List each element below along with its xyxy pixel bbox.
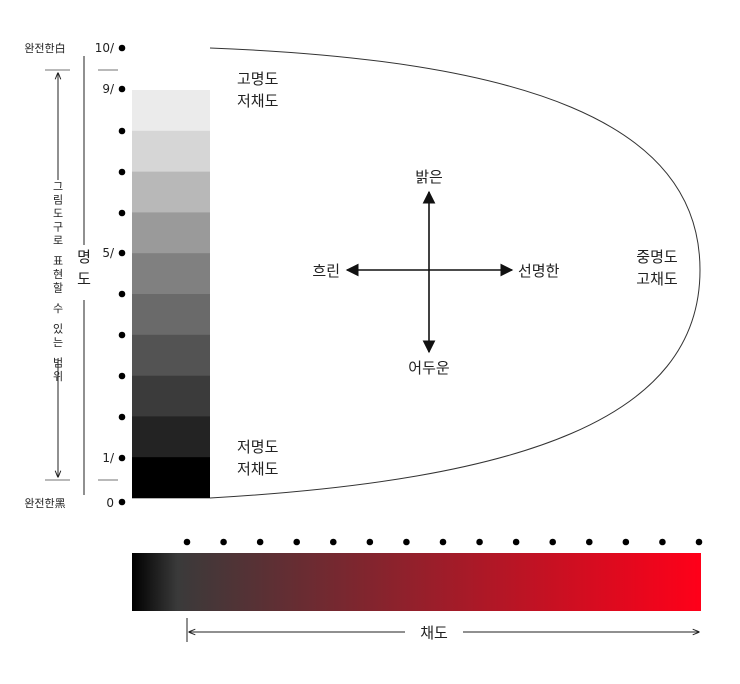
region-label-line: 저채도 bbox=[237, 460, 279, 478]
value-dot bbox=[118, 249, 126, 257]
chroma-gradient-bar bbox=[132, 553, 701, 611]
value-tick-label: 9/ bbox=[102, 82, 115, 96]
gray-step bbox=[132, 334, 210, 376]
value-tick-labels: 10/9/5/1/0 bbox=[95, 41, 115, 510]
value-dot bbox=[118, 331, 126, 339]
value-dot bbox=[118, 454, 126, 462]
gray-step bbox=[132, 253, 210, 295]
chroma-dot bbox=[512, 538, 520, 546]
value-tick-label: 0 bbox=[106, 496, 114, 510]
chroma-dot bbox=[622, 538, 630, 546]
region-label-line: 고채도 bbox=[636, 270, 678, 288]
gray-step bbox=[132, 457, 210, 499]
value-tick-label: 10/ bbox=[95, 41, 115, 55]
gray-step bbox=[132, 212, 210, 254]
compass-label-bright: 밝은 bbox=[415, 168, 443, 186]
chroma-dot bbox=[476, 538, 483, 546]
chroma-dots bbox=[183, 538, 703, 546]
value-dot bbox=[118, 127, 126, 135]
chroma-dot bbox=[183, 538, 191, 546]
value-dot bbox=[118, 372, 126, 380]
chroma-dot bbox=[549, 538, 557, 546]
region-label-line: 중명도 bbox=[636, 248, 678, 266]
gray-step bbox=[132, 416, 210, 458]
chroma-dot bbox=[329, 538, 337, 546]
value-dot bbox=[118, 413, 126, 421]
gray-scale-bar bbox=[132, 90, 210, 499]
chroma-dot bbox=[695, 538, 703, 546]
chroma-dot bbox=[220, 538, 227, 546]
value-tick-label: 1/ bbox=[102, 451, 115, 465]
value-dot bbox=[118, 209, 126, 217]
color-envelope-outline bbox=[209, 47, 701, 499]
value-dot bbox=[118, 290, 126, 298]
gray-step bbox=[132, 294, 210, 336]
region-label-line: 저채도 bbox=[237, 92, 279, 110]
chroma-dot bbox=[403, 538, 410, 546]
region-label-line: 저명도 bbox=[237, 438, 279, 456]
chroma-dot bbox=[293, 538, 301, 546]
chroma-dot bbox=[585, 538, 593, 546]
value-dot bbox=[118, 44, 126, 52]
chroma-dot bbox=[659, 538, 666, 546]
chroma-axis-label: 채도 bbox=[420, 624, 448, 642]
chroma-dot bbox=[439, 538, 447, 546]
value-dot bbox=[118, 85, 126, 93]
value-tick-label: 5/ bbox=[102, 246, 115, 260]
gray-step bbox=[132, 90, 210, 132]
value-dots bbox=[118, 44, 126, 506]
value-dot bbox=[118, 168, 126, 176]
value-dot bbox=[118, 498, 126, 506]
chroma-dot bbox=[256, 538, 264, 546]
compass-label-dark: 어두운 bbox=[408, 359, 450, 377]
compass-label-dull: 흐린 bbox=[312, 262, 340, 280]
complete-white-label: 완전한白 bbox=[24, 41, 65, 55]
gray-step bbox=[132, 171, 210, 213]
compass-label-vivid: 선명한 bbox=[518, 262, 560, 280]
gray-step bbox=[132, 375, 210, 417]
gray-step bbox=[132, 130, 210, 172]
chroma-dot bbox=[366, 538, 374, 546]
complete-black-label: 완전한黑 bbox=[24, 497, 65, 510]
region-label-line: 고명도 bbox=[237, 70, 279, 88]
